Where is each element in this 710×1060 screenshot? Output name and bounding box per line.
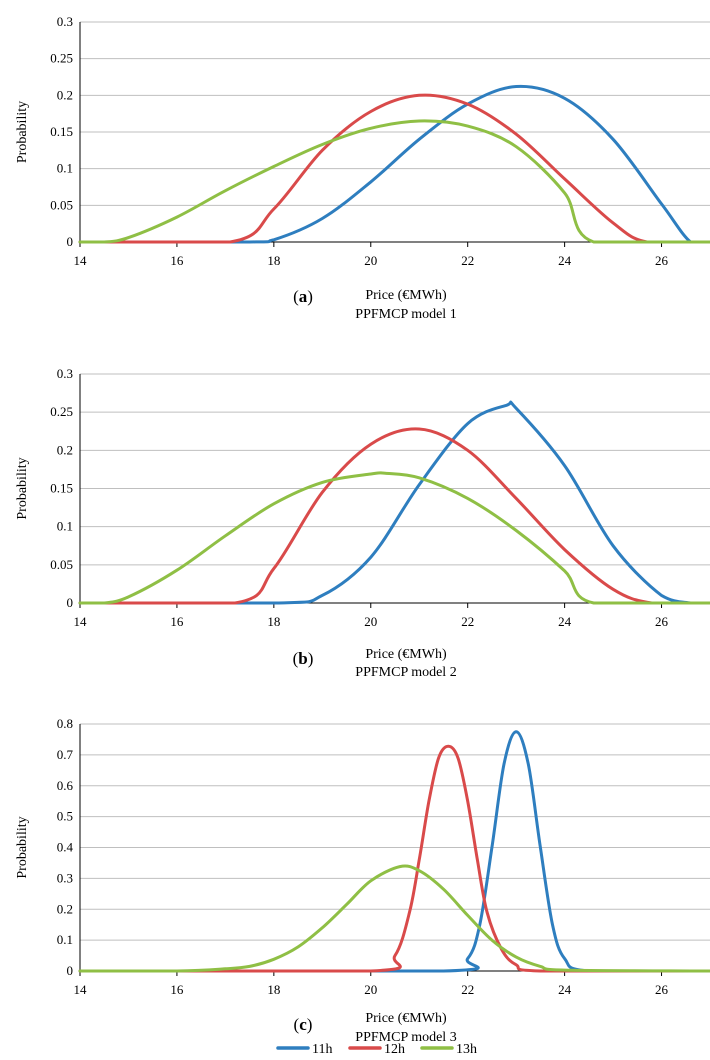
panel-label-letter: b [298, 649, 307, 668]
x-tick-label: 26 [655, 982, 669, 997]
y-tick-label: 0.05 [50, 557, 73, 572]
y-tick-label: 0.15 [50, 124, 73, 139]
x-tick-label: 26 [655, 253, 669, 268]
y-tick-label: 0 [67, 595, 74, 610]
y-axis-label: Probability [15, 101, 30, 163]
y-axis-label: Probability [15, 816, 30, 878]
y-tick-label: 0.2 [57, 901, 73, 916]
x-tick-label: 22 [461, 614, 474, 629]
x-tick-label: 18 [267, 253, 280, 268]
y-tick-label: 0.3 [57, 14, 73, 29]
y-tick-label: 0.7 [57, 747, 74, 762]
y-tick-label: 0.4 [57, 840, 74, 855]
y-tick-label: 0.6 [57, 778, 74, 793]
x-tick-label: 18 [267, 614, 280, 629]
x-tick-label: 26 [655, 614, 669, 629]
y-axis-label: Probability [15, 457, 30, 519]
y-tick-label: 0.1 [57, 161, 73, 176]
x-tick-label: 18 [267, 982, 280, 997]
x-axis-label: Price (€MWh) [365, 1011, 447, 1026]
y-tick-label: 0.2 [57, 87, 73, 102]
x-axis-label: Price (€MWh) [365, 288, 447, 303]
y-tick-label: 0 [67, 963, 74, 978]
x-tick-label: 20 [364, 614, 377, 629]
legend: 11h 12h 13h [276, 1042, 477, 1057]
panel-label-open: ( [293, 649, 299, 668]
x-tick-label: 22 [461, 253, 474, 268]
y-tick-label: 0.15 [50, 481, 73, 496]
x-axis-label: Price (€MWh) [365, 647, 447, 662]
x-tick-label: 16 [170, 253, 184, 268]
legend-label-12h: 12h [384, 1042, 405, 1055]
y-tick-label: 0.1 [57, 519, 73, 534]
legend-label-13h: 13h [456, 1042, 477, 1055]
panel-label-close: ) [307, 1015, 313, 1034]
chart-panel-b: 0 0.05 0.1 0.15 0.2 0.25 0.3 14 16 18 20 22 24 26 Prob… [15, 366, 710, 680]
x-tick-label: 24 [558, 982, 572, 997]
x-tick-label: 14 [74, 253, 88, 268]
x-tick-label: 16 [170, 614, 184, 629]
y-tick-label: 0.1 [57, 932, 73, 947]
y-tick-label: 0.05 [50, 197, 73, 212]
y-tick-label: 0.3 [57, 870, 73, 885]
series-line-12h [78, 427, 710, 605]
x-tick-label: 24 [558, 253, 572, 268]
y-tick-label: 0.3 [57, 366, 73, 381]
chart-subtitle: PPFMCP model 2 [355, 665, 456, 680]
y-tick-label: 0.2 [57, 442, 73, 457]
panel-label-close: ) [307, 287, 313, 306]
legend-label-11h: 11h [312, 1042, 332, 1055]
chart-panel-c: 0 0.1 0.2 0.3 0.4 0.5 0.6 0.7 0.8 14 16 18 20 22 24 26 P… [15, 716, 710, 1045]
panel-label-letter: a [299, 287, 308, 306]
chart-subtitle: PPFMCP model 3 [355, 1030, 456, 1045]
panel-label: (a) [293, 287, 313, 306]
series-line-12h [78, 93, 710, 244]
series-line-13h [78, 864, 710, 973]
panel-label-open: ( [294, 1015, 300, 1034]
y-tick-label: 0.25 [50, 51, 73, 66]
x-tick-label: 14 [74, 614, 88, 629]
y-tick-label: 0.5 [57, 809, 73, 824]
y-tick-label: 0.25 [50, 404, 73, 419]
panel-label-letter: c [299, 1015, 307, 1034]
series-line-13h [78, 471, 710, 605]
x-tick-label: 16 [170, 982, 184, 997]
x-tick-label: 22 [461, 982, 474, 997]
x-tick-label: 24 [558, 614, 572, 629]
y-tick-label: 0.8 [57, 716, 73, 731]
panel-label: (b) [293, 649, 314, 668]
y-tick-label: 0 [67, 234, 74, 249]
panel-label-close: ) [308, 649, 314, 668]
chart-panel-a: 0 0.05 0.1 0.15 0.2 0.25 0.3 14 16 18 20 22 24 26 Prob… [15, 14, 710, 322]
panel-label-open: ( [293, 287, 299, 306]
series-line-13h [78, 119, 710, 244]
x-tick-label: 20 [364, 982, 377, 997]
series-line-12h [78, 744, 710, 973]
x-tick-label: 20 [364, 253, 377, 268]
series-line-11h [78, 84, 710, 244]
panel-label: (c) [294, 1015, 313, 1034]
x-tick-label: 14 [74, 982, 88, 997]
series-line-11h [78, 400, 710, 605]
series-line-11h [78, 730, 710, 973]
chart-subtitle: PPFMCP model 1 [355, 307, 456, 322]
